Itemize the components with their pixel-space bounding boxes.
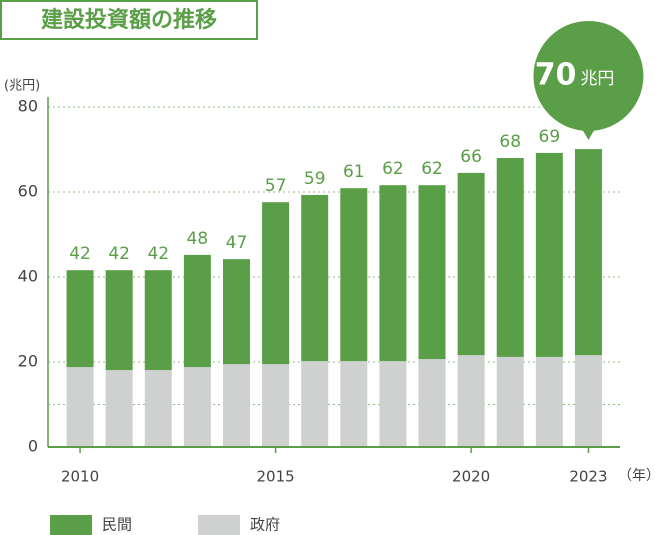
bar-segment	[574, 149, 602, 356]
bar-segment	[222, 259, 250, 365]
bar-segment	[66, 367, 94, 447]
total-label: 57	[265, 176, 287, 196]
bar-segment	[418, 359, 446, 447]
y-axis-label: (兆円)	[4, 79, 40, 94]
total-label: 69	[539, 127, 561, 147]
x-tick-label: 2020	[452, 468, 490, 486]
total-label: 47	[226, 233, 248, 253]
total-label: 66	[460, 147, 482, 167]
bar-segment	[535, 152, 563, 357]
callout-bubble	[533, 21, 644, 131]
bar-segment	[340, 361, 368, 447]
legend-label: 政府	[250, 516, 280, 534]
bar-segment	[379, 361, 407, 447]
y-tick-label: 20	[18, 352, 38, 371]
total-label: 62	[421, 159, 443, 179]
bar-segment	[379, 185, 407, 362]
bar-segment	[144, 270, 172, 371]
total-label: 48	[187, 229, 209, 249]
y-tick-label: 80	[18, 97, 38, 116]
bar-segment	[105, 270, 133, 371]
total-label: 68	[499, 132, 521, 152]
x-tick-label: 2023	[569, 468, 607, 486]
callout-value: 70	[535, 58, 577, 93]
bar-segment	[183, 254, 211, 368]
bar-segment	[301, 194, 329, 362]
total-label: 42	[108, 244, 130, 264]
total-label: 62	[382, 159, 404, 179]
total-label: 42	[147, 244, 169, 264]
bar-segment	[457, 355, 485, 447]
legend-swatch	[198, 515, 240, 535]
bar-segment	[496, 356, 524, 447]
x-axis-label: （年）	[618, 468, 655, 484]
bar-segment	[262, 202, 290, 365]
y-tick-label: 60	[18, 182, 38, 201]
bar-segment	[574, 355, 602, 447]
callout-bubble	[581, 128, 596, 140]
bar-segment	[457, 172, 485, 356]
callout-unit: 兆円	[580, 69, 614, 89]
bar-segment	[144, 370, 172, 447]
bar-segment	[301, 361, 329, 447]
bar-segment	[535, 356, 563, 447]
total-label: 61	[343, 162, 365, 182]
bar-segment	[340, 188, 368, 362]
legend-swatch	[50, 515, 92, 535]
title-box	[0, 0, 258, 40]
x-tick-label: 2010	[61, 468, 99, 486]
chart-title: 建設投資額の推移	[41, 7, 217, 33]
total-label: 42	[69, 244, 91, 264]
bar-segment	[183, 367, 211, 447]
bar-segment	[222, 364, 250, 447]
bar-segment	[105, 370, 133, 447]
bar-segment	[496, 158, 524, 357]
bar-segment	[66, 270, 94, 368]
bar-segment	[418, 185, 446, 360]
y-tick-label: 40	[18, 267, 38, 286]
x-tick-label: 2015	[256, 468, 294, 486]
total-label: 59	[304, 169, 326, 189]
legend-label: 民間	[102, 516, 132, 534]
bar-segment	[262, 364, 290, 447]
y-tick-label: 0	[28, 437, 38, 456]
